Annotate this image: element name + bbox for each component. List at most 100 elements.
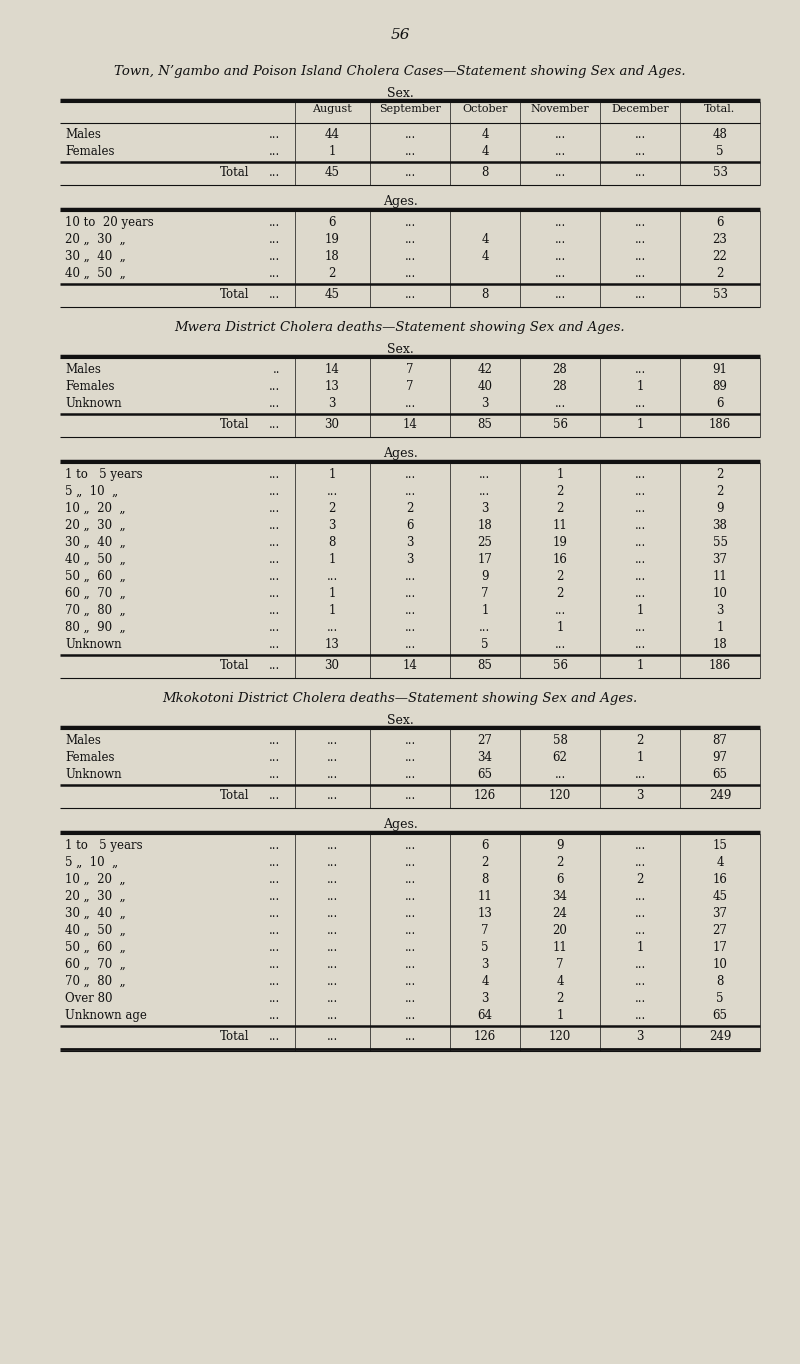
Text: ...: ...: [404, 166, 416, 179]
Text: ...: ...: [554, 768, 566, 782]
Text: ...: ...: [404, 267, 416, 280]
Text: ...: ...: [326, 941, 338, 953]
Text: Mwera District Cholera deaths—Statement showing Sex and Ages.: Mwera District Cholera deaths—Statement …: [174, 321, 626, 334]
Text: 6: 6: [328, 216, 336, 229]
Text: ...: ...: [634, 267, 646, 280]
Text: 65: 65: [713, 768, 727, 782]
Text: ...: ...: [269, 992, 280, 1005]
Text: 10 to  20 years: 10 to 20 years: [65, 216, 154, 229]
Text: ...: ...: [404, 768, 416, 782]
Text: ...: ...: [269, 923, 280, 937]
Text: 120: 120: [549, 788, 571, 802]
Text: 30 „  40  „: 30 „ 40 „: [65, 536, 126, 548]
Text: August: August: [312, 104, 352, 115]
Text: 42: 42: [478, 363, 493, 376]
Text: ...: ...: [269, 381, 280, 393]
Text: ...: ...: [404, 958, 416, 971]
Text: 3: 3: [482, 958, 489, 971]
Text: 1: 1: [636, 417, 644, 431]
Text: 16: 16: [553, 552, 567, 566]
Text: Total: Total: [220, 788, 250, 802]
Text: ...: ...: [404, 233, 416, 246]
Text: ...: ...: [554, 216, 566, 229]
Text: 37: 37: [713, 907, 727, 919]
Text: ...: ...: [404, 923, 416, 937]
Text: ...: ...: [404, 468, 416, 481]
Text: Females: Females: [65, 145, 114, 158]
Text: ...: ...: [634, 923, 646, 937]
Text: 11: 11: [478, 889, 492, 903]
Text: ...: ...: [554, 288, 566, 301]
Text: ...: ...: [404, 216, 416, 229]
Text: 28: 28: [553, 381, 567, 393]
Text: ...: ...: [634, 621, 646, 634]
Text: ...: ...: [326, 857, 338, 869]
Text: ...: ...: [634, 552, 646, 566]
Text: 3: 3: [328, 518, 336, 532]
Text: ...: ...: [404, 857, 416, 869]
Text: 17: 17: [713, 941, 727, 953]
Text: 2: 2: [482, 857, 489, 869]
Text: ...: ...: [269, 288, 280, 301]
Text: 1: 1: [636, 604, 644, 617]
Text: ...: ...: [269, 975, 280, 988]
Text: ...: ...: [404, 250, 416, 263]
Text: ...: ...: [634, 536, 646, 548]
Text: ...: ...: [554, 250, 566, 263]
Text: ...: ...: [404, 621, 416, 634]
Text: 1: 1: [328, 587, 336, 600]
Text: Total: Total: [220, 1030, 250, 1043]
Text: ...: ...: [269, 128, 280, 140]
Text: 24: 24: [553, 907, 567, 919]
Text: ...: ...: [404, 397, 416, 411]
Text: ...: ...: [634, 216, 646, 229]
Text: 22: 22: [713, 250, 727, 263]
Text: 2: 2: [556, 587, 564, 600]
Text: Total: Total: [220, 166, 250, 179]
Text: ...: ...: [554, 638, 566, 651]
Text: ...: ...: [404, 839, 416, 852]
Text: Sex.: Sex.: [386, 87, 414, 100]
Text: ...: ...: [326, 486, 338, 498]
Text: ...: ...: [634, 502, 646, 516]
Text: 55: 55: [713, 536, 727, 548]
Text: 50 „  60  „: 50 „ 60 „: [65, 941, 126, 953]
Text: ...: ...: [269, 621, 280, 634]
Text: 18: 18: [478, 518, 492, 532]
Text: ...: ...: [634, 587, 646, 600]
Text: 9: 9: [556, 839, 564, 852]
Text: Males: Males: [65, 128, 101, 140]
Text: Unknown: Unknown: [65, 768, 122, 782]
Text: ...: ...: [404, 907, 416, 919]
Text: 5: 5: [716, 992, 724, 1005]
Text: 7: 7: [556, 958, 564, 971]
Text: 2: 2: [328, 267, 336, 280]
Text: ...: ...: [634, 958, 646, 971]
Text: ...: ...: [404, 145, 416, 158]
Text: Ages.: Ages.: [382, 195, 418, 207]
Text: 1: 1: [636, 941, 644, 953]
Text: 62: 62: [553, 752, 567, 764]
Text: ...: ...: [269, 857, 280, 869]
Text: 5: 5: [482, 941, 489, 953]
Text: ...: ...: [404, 752, 416, 764]
Text: 3: 3: [482, 992, 489, 1005]
Text: 7: 7: [406, 363, 414, 376]
Text: 1: 1: [636, 752, 644, 764]
Text: 4: 4: [556, 975, 564, 988]
Text: 13: 13: [478, 907, 493, 919]
Text: 16: 16: [713, 873, 727, 887]
Text: 1: 1: [636, 381, 644, 393]
Text: 2: 2: [556, 486, 564, 498]
Text: 45: 45: [713, 889, 727, 903]
Text: 120: 120: [549, 1030, 571, 1043]
Text: Females: Females: [65, 752, 114, 764]
Text: 23: 23: [713, 233, 727, 246]
Text: ...: ...: [634, 468, 646, 481]
Text: ...: ...: [554, 397, 566, 411]
Text: 3: 3: [482, 502, 489, 516]
Text: ...: ...: [634, 518, 646, 532]
Text: 45: 45: [325, 166, 339, 179]
Text: 14: 14: [402, 659, 418, 672]
Text: ...: ...: [634, 486, 646, 498]
